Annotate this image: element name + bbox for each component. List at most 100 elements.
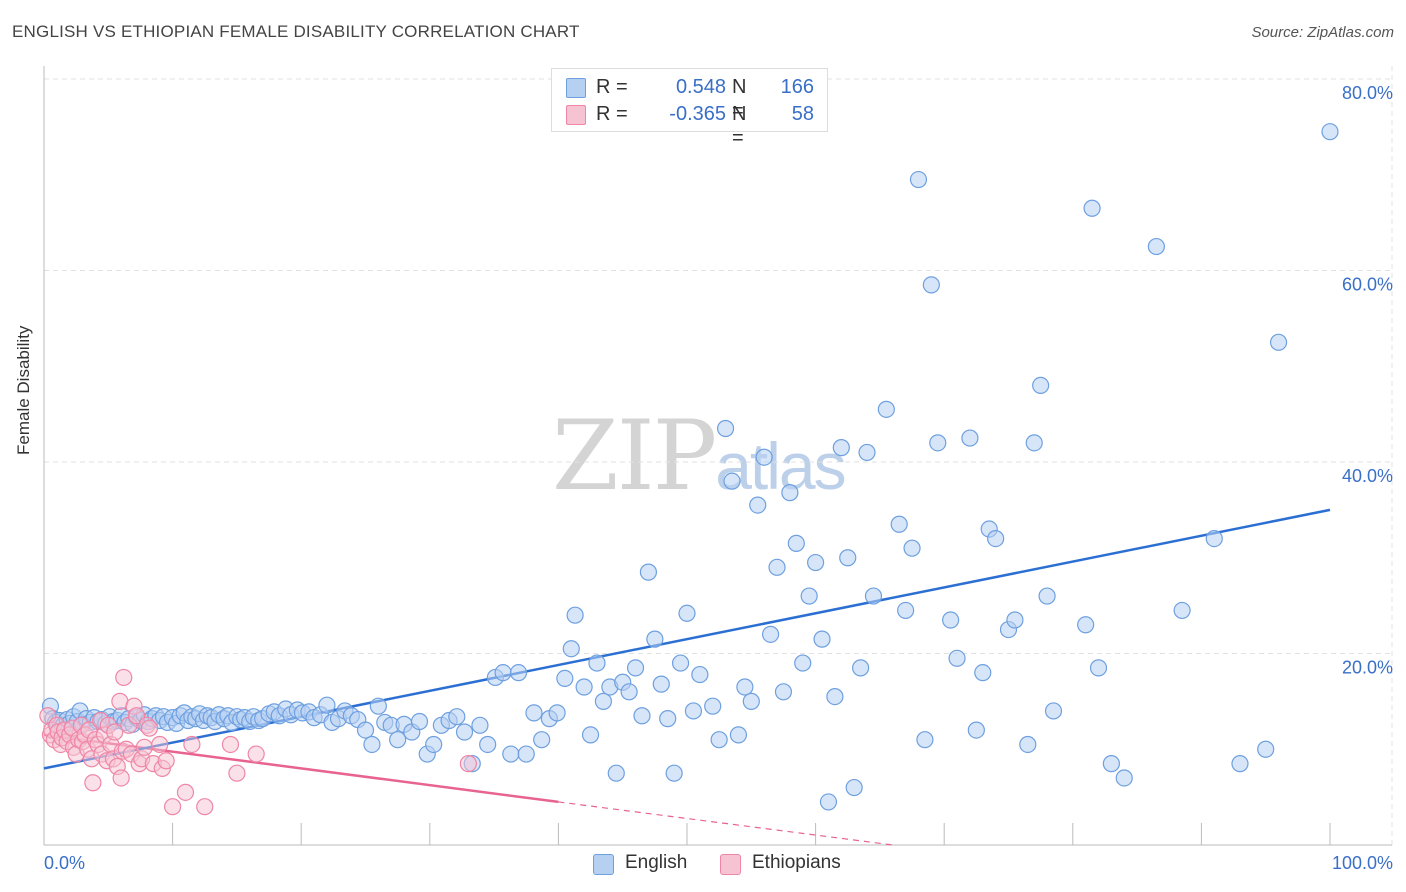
- ethiopian-trend-line-group: [43, 733, 893, 846]
- english-point: [652, 675, 670, 693]
- r-label: R =: [596, 76, 628, 98]
- n-label: N =: [732, 103, 747, 149]
- ethiopian-point: [115, 668, 133, 687]
- english-point: [363, 735, 381, 754]
- english-point: [916, 731, 934, 749]
- ethiopian-point: [176, 783, 195, 801]
- english-point: [1019, 735, 1037, 754]
- x-tick-label: 0.0%: [44, 853, 85, 873]
- english-point: [768, 558, 786, 576]
- english-point: [903, 539, 921, 557]
- english-point: [704, 697, 722, 715]
- ethiopian-legend-swatch: [720, 854, 741, 875]
- english-point: [749, 496, 767, 514]
- legend-label-english: English: [625, 852, 688, 873]
- english-point: [665, 764, 683, 782]
- english-point: [974, 664, 992, 682]
- english-point: [607, 764, 625, 782]
- english-point: [761, 625, 780, 643]
- english-point: [967, 721, 985, 739]
- ethiopian-point: [247, 745, 265, 763]
- ethiopian-point: [228, 764, 246, 782]
- english-point: [1089, 659, 1108, 677]
- english-point: [794, 654, 812, 672]
- english-point: [1025, 434, 1043, 452]
- english-point: [517, 745, 535, 763]
- english-point: [566, 606, 584, 624]
- watermark-zip: ZIP: [552, 400, 717, 512]
- english-point: [620, 683, 638, 701]
- ethiopian-point: [196, 798, 214, 816]
- english-trend-line-group: [43, 508, 1331, 770]
- english-point: [455, 723, 474, 741]
- english-point: [736, 678, 754, 696]
- english-point: [1205, 529, 1223, 548]
- ethiopian-swatch: [566, 105, 586, 125]
- ethiopian-point: [106, 723, 124, 741]
- correlation-stats-box: R = 0.548 N = 166 R = -0.365 N = 58: [551, 68, 828, 149]
- english-point: [877, 400, 895, 418]
- english-point: [639, 563, 658, 581]
- english-point: [471, 716, 489, 734]
- watermark-atlas: atlas: [715, 429, 846, 503]
- english-point: [502, 745, 520, 763]
- english-point: [942, 611, 960, 629]
- gridlines: [44, 66, 1393, 845]
- english-point: [729, 726, 748, 744]
- y-tick-label: 80.0%: [1342, 83, 1393, 103]
- english-point: [716, 419, 735, 438]
- r-label: R =: [596, 103, 628, 125]
- english-point: [723, 472, 741, 490]
- n-value: 58: [791, 103, 814, 125]
- english-point: [659, 710, 677, 728]
- source-label: Source: ZipAtlas.com: [1251, 24, 1394, 41]
- r-value: 0.548: [675, 76, 726, 98]
- english-point: [588, 654, 606, 672]
- english-point: [781, 484, 799, 502]
- english-point: [533, 731, 551, 749]
- english-point: [626, 659, 645, 677]
- english-point: [987, 529, 1005, 548]
- legend-label-ethiopians: Ethiopians: [752, 852, 841, 873]
- english-point: [1032, 376, 1050, 394]
- english-point: [819, 793, 838, 811]
- english-point: [1083, 199, 1101, 217]
- english-point: [1257, 740, 1275, 758]
- english-point: [594, 692, 613, 710]
- english-point: [755, 448, 773, 466]
- english-point: [356, 721, 375, 739]
- english-point: [813, 630, 831, 648]
- english-point: [1147, 237, 1165, 256]
- english-point: [1077, 616, 1095, 634]
- english-point: [864, 587, 883, 605]
- english-point: [494, 664, 512, 682]
- zipatlas-watermark: ZIPatlas: [552, 400, 847, 512]
- english-point: [684, 702, 703, 720]
- english-point: [369, 697, 387, 715]
- ethiopian-point: [112, 769, 130, 787]
- english-point: [678, 604, 696, 622]
- english-point: [525, 704, 543, 722]
- english-point: [948, 649, 966, 667]
- english-point: [929, 434, 947, 452]
- english-swatch: [566, 78, 586, 98]
- english-point: [858, 443, 876, 462]
- english-point: [852, 659, 870, 677]
- english-point: [897, 601, 915, 620]
- x-tick-label: 100.0%: [1332, 853, 1393, 873]
- english-point: [742, 692, 760, 710]
- english-point: [909, 170, 928, 189]
- english-point: [448, 708, 466, 726]
- n-value: 166: [780, 76, 814, 98]
- english-point: [845, 778, 863, 797]
- ethiopian-point: [183, 735, 201, 754]
- english-point: [410, 712, 429, 731]
- english-point: [774, 683, 793, 701]
- ethiopian-point: [157, 752, 175, 770]
- english-point: [556, 669, 574, 687]
- ethiopian-trend-extension: [558, 801, 893, 846]
- english-point: [691, 665, 709, 684]
- tick-labels: 20.0% 40.0% 60.0% 80.0% 0.0% 100.0%: [44, 83, 1393, 873]
- english-point: [318, 696, 336, 714]
- english-point: [671, 654, 690, 672]
